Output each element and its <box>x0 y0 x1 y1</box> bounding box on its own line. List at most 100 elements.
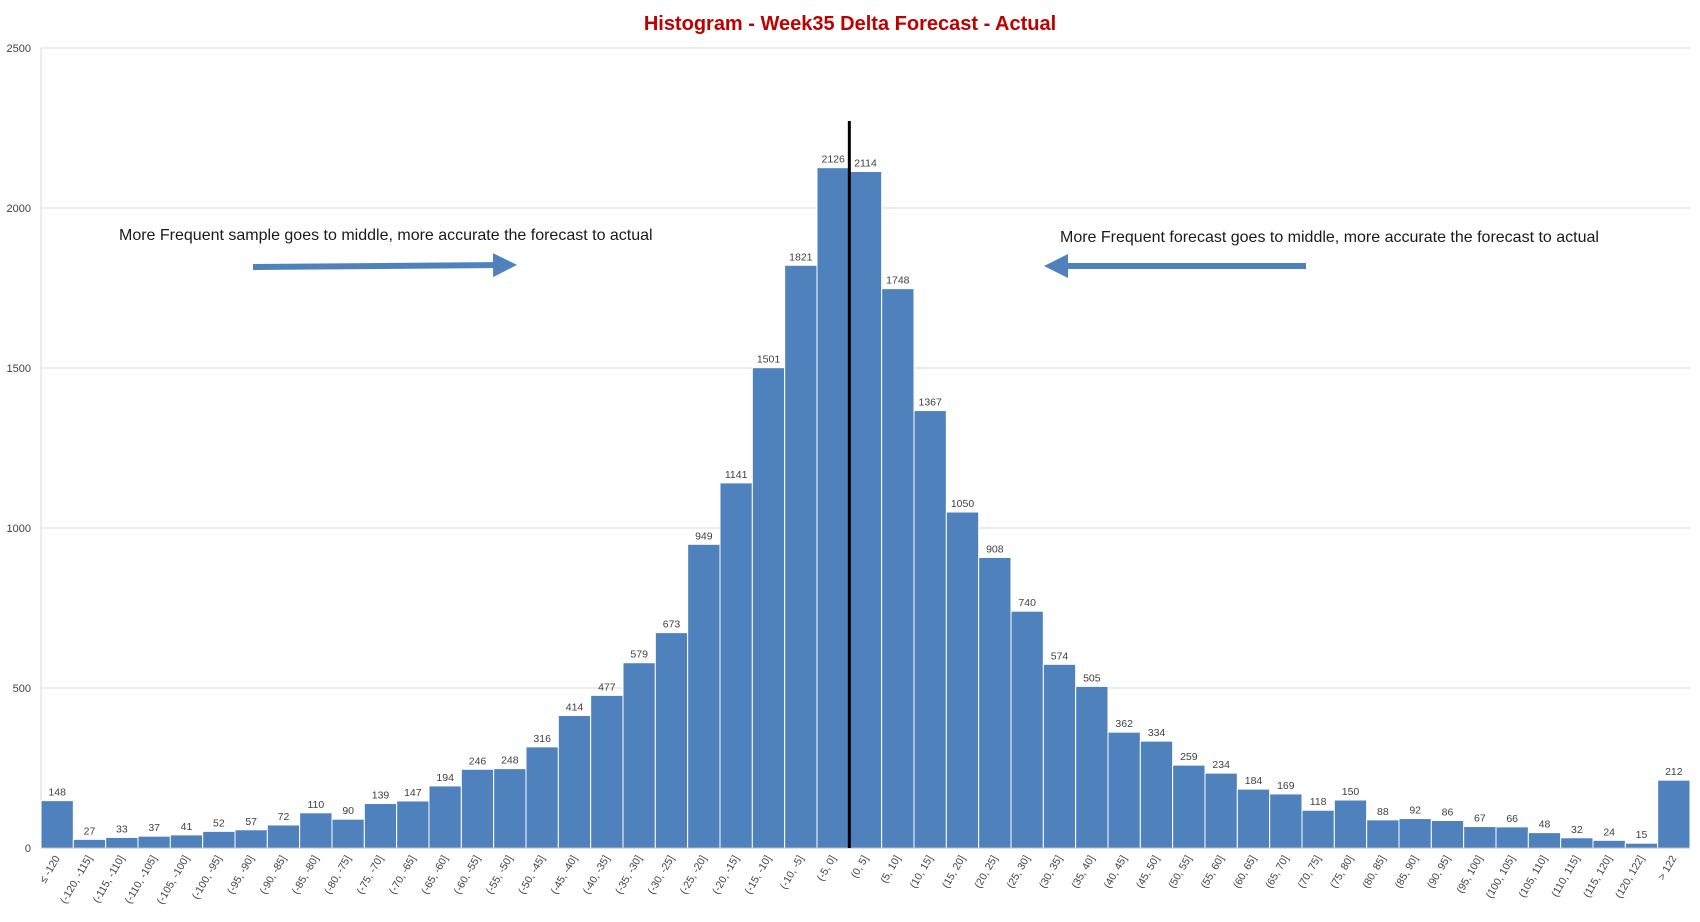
data-label: 505 <box>1083 672 1101 684</box>
x-tick-label: (-30, -25] <box>645 853 677 896</box>
x-tick-label: (-95, -90] <box>225 853 257 896</box>
data-label: 1501 <box>757 354 781 366</box>
data-label: 33 <box>116 823 128 835</box>
data-label: 414 <box>566 702 584 714</box>
histogram-bar <box>331 818 365 849</box>
data-label: 86 <box>1442 806 1454 818</box>
x-tick-label: (50, 55] <box>1166 853 1194 890</box>
data-label: 147 <box>404 787 422 799</box>
x-tick-label: (35, 40] <box>1069 853 1097 890</box>
data-label: 949 <box>695 530 713 542</box>
x-tick-label: > 122 <box>1656 853 1680 882</box>
histogram-bar <box>622 662 656 849</box>
y-axis: 0 500 1000 1500 2000 2500 <box>7 43 42 855</box>
data-label: 90 <box>342 805 354 817</box>
data-label: 1821 <box>789 251 813 263</box>
x-tick-label: (-45, -40] <box>548 853 580 896</box>
y-tick-label: 500 <box>13 683 31 695</box>
data-label: 41 <box>181 821 193 833</box>
data-labels: 148 27 33 37 41 52 57 72 110 90 139 147 194 246 248 316… <box>48 154 1682 842</box>
data-label: 334 <box>1148 727 1166 739</box>
data-label: 740 <box>1018 597 1036 609</box>
x-tick-label: (75, 80] <box>1328 853 1356 890</box>
data-label: 67 <box>1474 813 1486 825</box>
x-tick-label: (40, 45] <box>1102 853 1130 890</box>
data-label: 316 <box>533 733 551 745</box>
x-tick-label: (-40, -35] <box>581 853 613 896</box>
data-label: 37 <box>148 822 160 834</box>
histogram-bar <box>1333 799 1368 849</box>
x-tick-label: ≤ -120 <box>38 853 63 885</box>
data-label: 477 <box>598 681 616 693</box>
data-label: 48 <box>1539 819 1551 831</box>
annotation-left: More Frequent sample goes to middle, mor… <box>119 227 653 244</box>
histogram-bar <box>1430 819 1465 849</box>
histogram-bar <box>234 829 268 849</box>
annotation-right: More Frequent forecast goes to middle, m… <box>1060 229 1599 246</box>
data-label: 574 <box>1051 650 1069 662</box>
x-tick-label: (15, 20] <box>940 853 968 890</box>
data-label: 32 <box>1571 824 1583 836</box>
histogram-bar <box>299 812 333 849</box>
data-label: 184 <box>1245 775 1263 787</box>
x-tick-label: (85, 90] <box>1393 853 1421 890</box>
y-tick-label: 1000 <box>7 523 31 535</box>
data-label: 66 <box>1506 813 1518 825</box>
x-tick-label: (90, 95] <box>1425 853 1453 890</box>
data-label: 1050 <box>951 498 975 510</box>
data-label: 1141 <box>725 469 748 481</box>
x-tick-label: (105, 110] <box>1516 853 1550 899</box>
data-label: 52 <box>213 817 225 829</box>
x-tick-label: (-25, -20] <box>678 853 710 896</box>
histogram-bar <box>137 835 171 849</box>
x-tick-label: (-55, -50] <box>484 853 516 896</box>
histogram-bar <box>40 800 74 849</box>
histogram-bar <box>1366 819 1400 849</box>
data-label: 1367 <box>918 397 942 409</box>
data-label: 1748 <box>886 275 910 287</box>
histogram-bar <box>428 785 462 849</box>
histogram-bar <box>1075 685 1109 849</box>
data-label: 150 <box>1342 786 1360 798</box>
y-tick-label: 0 <box>25 843 31 855</box>
x-tick-label: (-60, -55] <box>451 853 483 896</box>
histogram-bar <box>396 800 430 849</box>
histogram-bar <box>1010 610 1044 849</box>
x-tick-label: (20, 25] <box>972 853 1000 890</box>
x-tick-label: (120, 122] <box>1613 853 1647 900</box>
data-label: 110 <box>307 799 324 811</box>
histogram-bar <box>266 824 301 849</box>
x-tick-label: (-15, -10] <box>742 853 774 896</box>
data-label: 362 <box>1115 718 1133 730</box>
x-tick-label: (100, 105] <box>1484 853 1518 900</box>
x-tick-label: (-65, -60] <box>419 853 451 896</box>
x-tick-label: (95, 100] <box>1454 853 1485 895</box>
x-tick-label: (30, 35] <box>1037 853 1065 890</box>
x-tick-label: (-105, -100] <box>155 853 193 906</box>
histogram-bar <box>1560 837 1594 849</box>
histogram-bar <box>848 171 883 849</box>
x-tick-label: (-100, -95] <box>190 853 225 901</box>
histogram-bar <box>816 167 850 849</box>
x-tick-label: (5, 10] <box>878 853 903 885</box>
data-label: 27 <box>84 825 96 837</box>
data-label: 169 <box>1277 780 1295 792</box>
chart-title: Histogram - Week35 Delta Forecast - Actu… <box>644 13 1056 35</box>
histogram-bar <box>654 632 689 849</box>
histogram-bar <box>460 768 495 849</box>
x-tick-label: (10, 15] <box>908 853 936 890</box>
histogram-bar <box>1269 793 1303 849</box>
histogram-bar <box>1657 779 1691 849</box>
histogram-bar <box>784 264 818 849</box>
x-tick-label: (80, 85] <box>1360 853 1388 890</box>
x-tick-label: (-35, -30] <box>613 853 645 896</box>
data-label: 15 <box>1636 829 1648 841</box>
x-tick-label: (-70, -65] <box>387 853 419 896</box>
x-tick-label: (115, 120] <box>1581 853 1615 899</box>
data-label: 118 <box>1310 796 1327 808</box>
data-label: 92 <box>1409 805 1421 817</box>
histogram-bar <box>978 556 1012 849</box>
x-tick-label: (-85, -80] <box>290 853 322 896</box>
data-label: 72 <box>278 811 290 823</box>
histogram-bar <box>1139 740 1174 849</box>
